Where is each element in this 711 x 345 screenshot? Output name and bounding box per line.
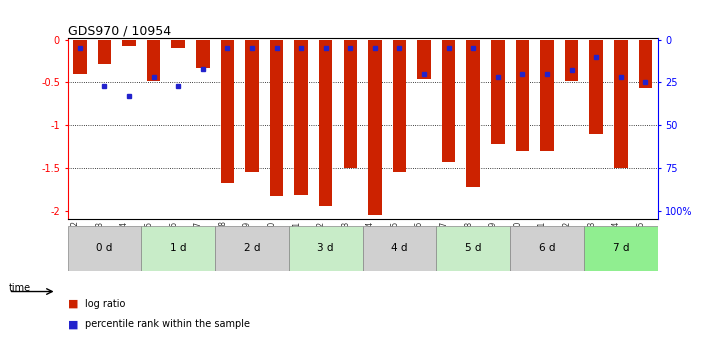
- Text: 0 d: 0 d: [96, 244, 112, 253]
- Bar: [343, 40, 357, 168]
- Text: percentile rank within the sample: percentile rank within the sample: [85, 319, 250, 329]
- Bar: [437, 226, 510, 271]
- Text: 4 d: 4 d: [391, 244, 407, 253]
- Bar: [363, 226, 437, 271]
- Bar: [122, 40, 136, 47]
- Bar: [220, 40, 234, 183]
- Bar: [141, 226, 215, 271]
- Bar: [294, 40, 308, 195]
- Bar: [491, 40, 505, 144]
- Bar: [442, 40, 456, 162]
- Bar: [589, 40, 603, 134]
- Text: 7 d: 7 d: [613, 244, 629, 253]
- Bar: [614, 40, 628, 168]
- Bar: [584, 226, 658, 271]
- Bar: [215, 226, 289, 271]
- Bar: [245, 40, 259, 172]
- Text: 2 d: 2 d: [244, 244, 260, 253]
- Bar: [289, 226, 363, 271]
- Text: ■: ■: [68, 319, 78, 329]
- Bar: [510, 226, 584, 271]
- Bar: [147, 40, 161, 81]
- Bar: [196, 40, 210, 68]
- Bar: [417, 40, 431, 79]
- Bar: [392, 40, 406, 172]
- Text: ■: ■: [68, 299, 78, 308]
- Bar: [171, 40, 185, 48]
- Bar: [269, 40, 283, 196]
- Bar: [540, 40, 554, 151]
- Text: 5 d: 5 d: [465, 244, 481, 253]
- Text: 6 d: 6 d: [539, 244, 555, 253]
- Bar: [319, 40, 333, 206]
- Bar: [68, 226, 141, 271]
- Bar: [466, 40, 480, 187]
- Text: log ratio: log ratio: [85, 299, 126, 308]
- Bar: [73, 40, 87, 74]
- Text: time: time: [9, 283, 31, 293]
- Bar: [368, 40, 382, 215]
- Bar: [515, 40, 529, 151]
- Text: GDS970 / 10954: GDS970 / 10954: [68, 24, 171, 37]
- Text: 1 d: 1 d: [170, 244, 186, 253]
- Bar: [638, 40, 652, 88]
- Bar: [97, 40, 111, 63]
- Text: 3 d: 3 d: [318, 244, 334, 253]
- Bar: [565, 40, 578, 81]
